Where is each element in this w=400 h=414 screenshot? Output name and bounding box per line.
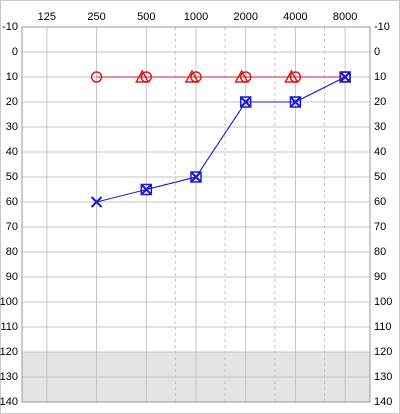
plot-border [21, 26, 371, 403]
triangle-marker [234, 69, 249, 83]
y-tick-label-right: -10 [374, 21, 390, 33]
y-tick-label-right: 0 [374, 46, 380, 58]
y-tick-label: 100 [0, 296, 18, 308]
series-line [146, 76, 346, 190]
y-tick-label-right: 130 [374, 371, 392, 383]
x-tick-label: 125 [38, 11, 56, 23]
y-tick-label: 120 [0, 346, 18, 358]
y-tick-label-right: 10 [374, 71, 386, 83]
y-tick-label: 30 [6, 121, 18, 133]
x-tick-label: 250 [87, 11, 105, 23]
y-tick-label: 20 [6, 96, 18, 108]
y-tick-label: 60 [6, 196, 18, 208]
y-tick-label: 80 [6, 246, 18, 258]
square-marker [190, 171, 202, 183]
square-marker [289, 96, 302, 108]
y-tick-label: 0 [12, 46, 18, 58]
x-tick-label: 2000 [233, 11, 257, 23]
cross-marker [90, 196, 103, 208]
square-marker [239, 96, 252, 108]
y-tick-label-right: 20 [374, 96, 386, 108]
y-tick-label: 140 [0, 396, 18, 408]
y-tick-label: 90 [6, 271, 18, 283]
y-tick-label: 70 [6, 221, 18, 233]
triangle-marker [284, 69, 299, 83]
x-tick-label: 1000 [184, 11, 208, 23]
y-tick-label: 110 [0, 321, 18, 333]
y-tick-label-right: 110 [374, 321, 392, 333]
y-tick-label: 130 [0, 371, 18, 383]
x-tick-label: 500 [137, 11, 155, 23]
y-tick-label: 10 [6, 71, 18, 83]
y-tick-label-right: 40 [374, 146, 386, 158]
y-tick-label: 50 [6, 171, 18, 183]
y-tick-label-right: 120 [374, 346, 392, 358]
x-tick-label: 4000 [283, 11, 307, 23]
cross-marker [339, 71, 351, 83]
circle-marker [90, 71, 103, 83]
x-tick-label: 8000 [333, 11, 357, 23]
cross-marker [289, 96, 302, 108]
square-marker [140, 183, 153, 196]
y-tick-label-right: 60 [374, 196, 386, 208]
y-tick-label-right: 50 [374, 171, 386, 183]
triangle-marker [184, 69, 200, 83]
y-tick-label-right: 30 [374, 121, 386, 133]
y-tick-label-right: 100 [374, 296, 392, 308]
y-tick-label-right: 70 [374, 221, 386, 233]
square-marker [339, 71, 351, 83]
triangle-marker [135, 69, 150, 83]
y-tick-label: 40 [6, 146, 18, 158]
y-tick-label-right: 140 [374, 396, 392, 408]
y-tick-label-right: 80 [374, 246, 386, 258]
y-tick-label-right: 90 [374, 271, 386, 283]
y-tick-label: -10 [2, 21, 18, 33]
